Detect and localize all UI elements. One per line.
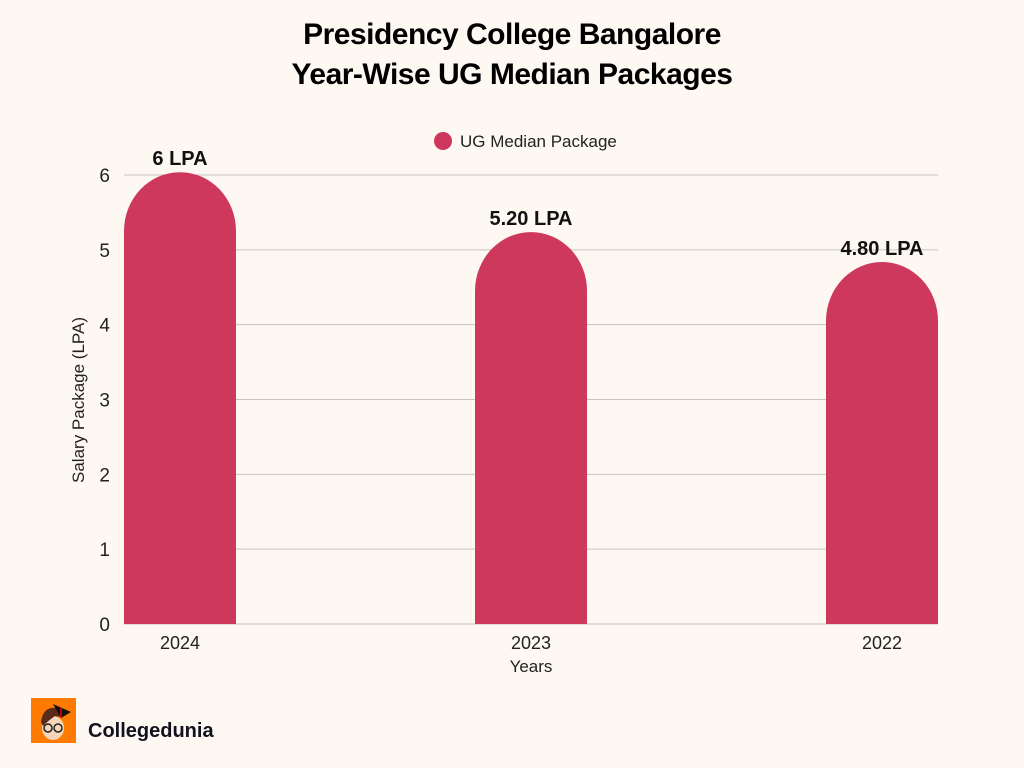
chart-subtitle: Year-Wise UG Median Packages [291,58,733,91]
bar [475,232,587,625]
data-label: 6 LPA [152,148,207,170]
y-tick-label: 4 [99,316,110,337]
x-tick-label: 2023 [511,633,551,653]
brand-name: Collegedunia [88,720,214,742]
legend-label: UG Median Package [460,132,617,151]
mascot-icon [41,704,71,740]
x-tick-label: 2024 [160,633,200,653]
data-label: 4.80 LPA [841,238,924,260]
y-tick-label: 5 [99,241,110,262]
x-axis-label: Years [510,657,553,676]
y-tick-label: 3 [99,391,110,412]
y-axis-label: Salary Package (LPA) [69,317,88,483]
data-label: 5.20 LPA [490,208,573,230]
chart-title: Presidency College Bangalore [303,18,721,51]
y-tick-label: 1 [99,540,110,561]
y-tick-label: 0 [99,615,110,636]
y-tick-label: 6 [99,166,110,187]
y-tick-label: 2 [99,465,110,486]
legend-marker [434,132,452,150]
bar [124,172,236,624]
bar [826,262,938,624]
collegedunia-logo [31,698,76,743]
x-tick-label: 2022 [862,633,902,653]
